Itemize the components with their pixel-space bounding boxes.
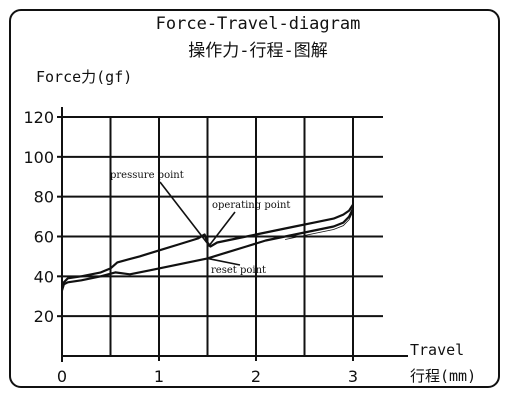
y-tick-label: 40: [34, 267, 54, 286]
annotation-layer: pressure point operating point reset point: [110, 170, 290, 276]
annotation-label: operating point: [212, 200, 290, 211]
chart-title: Force-Travel-diagram: [156, 14, 361, 34]
annotation-label: reset point: [211, 265, 266, 276]
y-axis-label: Force力(gf): [36, 68, 132, 86]
y-tick-label: 100: [23, 148, 54, 167]
y-tick-label: 20: [34, 307, 54, 326]
x-tick-label: 1: [154, 367, 164, 386]
series-line-2-shadow: [285, 211, 354, 240]
x-tick-label: 0: [57, 367, 67, 386]
axis-layer: 0 1 2 3 20 40 60 80 100 120: [23, 107, 408, 386]
x-axis-label-line2: 行程(mm): [410, 367, 476, 385]
x-axis-label-line1: Travel: [410, 341, 464, 359]
chart-subtitle: 操作力-行程-图解: [188, 41, 327, 61]
x-tick-label: 3: [348, 367, 358, 386]
y-tick-label: 80: [34, 188, 54, 207]
annotation-label: pressure point: [110, 170, 184, 181]
series-layer: [60, 204, 354, 291]
annotation-leader: [207, 211, 236, 247]
grid-layer: [62, 116, 383, 356]
annotation-leader: [207, 257, 241, 266]
y-tick-label: 60: [34, 228, 54, 247]
chart-frame: [9, 9, 500, 388]
x-tick-label: 2: [251, 367, 261, 386]
y-tick-label: 120: [23, 108, 54, 127]
series-line-2: [60, 208, 354, 291]
annotation-leader: [159, 181, 209, 244]
series-line-1: [60, 204, 354, 291]
